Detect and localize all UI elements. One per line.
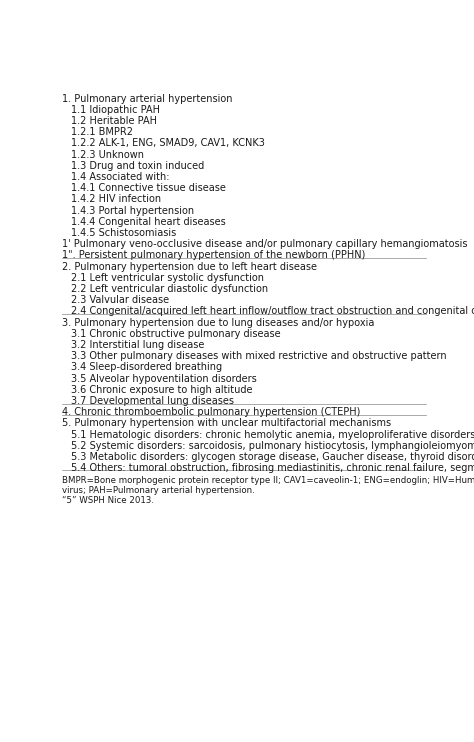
Text: 2.4 Congenital/acquired left heart inflow/outflow tract obstruction and congenit: 2.4 Congenital/acquired left heart inflo… <box>72 306 474 316</box>
Text: 3.7 Developmental lung diseases: 3.7 Developmental lung diseases <box>72 396 234 406</box>
Text: 3.4 Sleep-disordered breathing: 3.4 Sleep-disordered breathing <box>72 362 222 372</box>
Text: 1.3 Drug and toxin induced: 1.3 Drug and toxin induced <box>72 161 205 171</box>
Text: 4. Chronic thromboembolic pulmonary hypertension (CTEPH): 4. Chronic thromboembolic pulmonary hype… <box>62 407 361 417</box>
Text: 1.2.2 ALK-1, ENG, SMAD9, CAV1, KCNK3: 1.2.2 ALK-1, ENG, SMAD9, CAV1, KCNK3 <box>72 139 265 148</box>
Text: 3. Pulmonary hypertension due to lung diseases and/or hypoxia: 3. Pulmonary hypertension due to lung di… <box>62 318 374 327</box>
Text: 1.2.3 Unknown: 1.2.3 Unknown <box>72 150 145 160</box>
Text: 1.4 Associated with:: 1.4 Associated with: <box>72 172 170 182</box>
Text: 3.1 Chronic obstructive pulmonary disease: 3.1 Chronic obstructive pulmonary diseas… <box>72 329 281 339</box>
Text: 5.1 Hematologic disorders: chronic hemolytic anemia, myeloproliferative disorder: 5.1 Hematologic disorders: chronic hemol… <box>72 430 474 439</box>
Text: 5.2 Systemic disorders: sarcoidosis, pulmonary histiocytosis, lymphangioleiomyom: 5.2 Systemic disorders: sarcoidosis, pul… <box>72 441 474 450</box>
Text: 1.4.4 Congenital heart diseases: 1.4.4 Congenital heart diseases <box>72 217 226 227</box>
Text: 5.4 Others: tumoral obstruction, fibrosing mediastinitis, chronic renal failure,: 5.4 Others: tumoral obstruction, fibrosi… <box>72 463 474 473</box>
Text: 2.2 Left ventricular diastolic dysfunction: 2.2 Left ventricular diastolic dysfuncti… <box>72 284 268 294</box>
Text: 5. Pulmonary hypertension with unclear multifactorial mechanisms: 5. Pulmonary hypertension with unclear m… <box>62 418 392 428</box>
Text: 3.5 Alveolar hypoventilation disorders: 3.5 Alveolar hypoventilation disorders <box>72 373 257 384</box>
Text: 2.1 Left ventricular systolic dysfunction: 2.1 Left ventricular systolic dysfunctio… <box>72 273 264 283</box>
Text: 1. Pulmonary arterial hypertension: 1. Pulmonary arterial hypertension <box>62 93 233 104</box>
Text: 3.3 Other pulmonary diseases with mixed restrictive and obstructive pattern: 3.3 Other pulmonary diseases with mixed … <box>72 351 447 361</box>
Text: 2.3 Valvular disease: 2.3 Valvular disease <box>72 295 170 305</box>
Text: 3.6 Chronic exposure to high altitude: 3.6 Chronic exposure to high altitude <box>72 385 253 395</box>
Text: 1.4.3 Portal hypertension: 1.4.3 Portal hypertension <box>72 206 194 216</box>
Text: 1". Persistent pulmonary hypertension of the newborn (PPHN): 1". Persistent pulmonary hypertension of… <box>62 250 365 260</box>
Text: 1.4.2 HIV infection: 1.4.2 HIV infection <box>72 194 162 204</box>
Text: 1.4.5 Schistosomiasis: 1.4.5 Schistosomiasis <box>72 228 177 238</box>
Text: 5.3 Metabolic disorders: glycogen storage disease, Gaucher disease, thyroid diso: 5.3 Metabolic disorders: glycogen storag… <box>72 452 474 462</box>
Text: “5” WSPH Nice 2013.: “5” WSPH Nice 2013. <box>62 496 154 505</box>
Text: 1' Pulmonary veno-occlusive disease and/or pulmonary capillary hemangiomatosis: 1' Pulmonary veno-occlusive disease and/… <box>62 239 468 249</box>
Text: BMPR=Bone morphogenic protein receptor type II; CAV1=caveolin-1; ENG=endoglin; H: BMPR=Bone morphogenic protein receptor t… <box>62 476 474 485</box>
Text: 1.1 Idiopathic PAH: 1.1 Idiopathic PAH <box>72 105 160 115</box>
Text: 1.4.1 Connective tissue disease: 1.4.1 Connective tissue disease <box>72 183 226 193</box>
Text: 1.2 Heritable PAH: 1.2 Heritable PAH <box>72 116 157 126</box>
Text: 3.2 Interstitial lung disease: 3.2 Interstitial lung disease <box>72 340 205 350</box>
Text: 1.2.1 BMPR2: 1.2.1 BMPR2 <box>72 127 133 137</box>
Text: virus; PAH=Pulmonary arterial hypertension.: virus; PAH=Pulmonary arterial hypertensi… <box>62 486 255 495</box>
Text: 2. Pulmonary hypertension due to left heart disease: 2. Pulmonary hypertension due to left he… <box>62 262 317 272</box>
